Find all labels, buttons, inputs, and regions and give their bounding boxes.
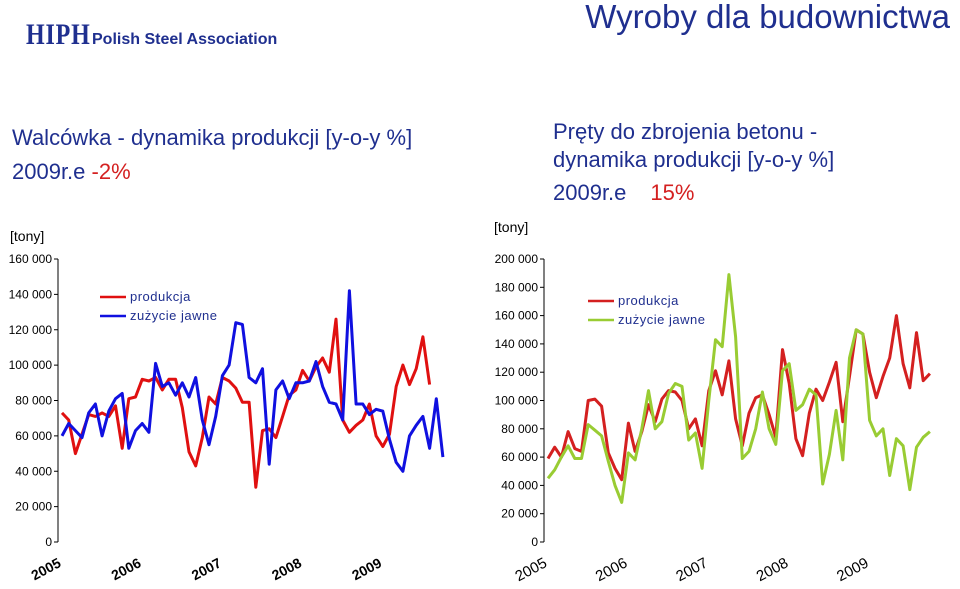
right-unit-label: [tony] xyxy=(494,219,529,235)
right-y-tick-label: 20 000 xyxy=(501,507,538,521)
logo: HIPH Polish Steel Association xyxy=(26,18,277,52)
right-legend-label: produkcja xyxy=(618,293,679,308)
left-title-a: Walcówka xyxy=(12,125,112,150)
left-y-tick-label: 20 000 xyxy=(15,500,52,514)
right-series-line-zuzycie xyxy=(546,273,931,504)
left-y-tick-label: 100 000 xyxy=(9,358,53,372)
left-y-tick-label: 40 000 xyxy=(15,464,52,478)
left-y-tick-label: 80 000 xyxy=(15,394,52,408)
right-y-tick-label: 140 000 xyxy=(495,337,539,351)
page-title: Wyroby dla budownictwa xyxy=(585,0,950,35)
right-estimate-prefix: 2009r.e xyxy=(553,180,627,205)
left-chart-title: Walcówka - dynamika produkcji [y-o-y %] … xyxy=(12,124,412,185)
left-y-tick-label: 140 000 xyxy=(9,287,53,301)
left-series-line-produkcja xyxy=(60,317,432,489)
right-y-tick-label: 160 000 xyxy=(495,309,539,323)
right-y-tick-label: 60 000 xyxy=(501,450,538,464)
right-y-tick-label: 100 000 xyxy=(495,394,539,408)
left-y-tick-label: 120 000 xyxy=(9,323,53,337)
left-legend-label: zużycie jawne xyxy=(130,308,217,323)
right-y-tick-label: 80 000 xyxy=(501,422,538,436)
right-x-tick-label: 2007 xyxy=(673,555,710,586)
left-y-tick-label: 160 000 xyxy=(9,252,53,266)
right-x-tick-label: 2009 xyxy=(834,555,871,586)
right-y-tick-label: 180 000 xyxy=(495,280,539,294)
right-title-line1: Pręty do zbrojenia betonu - xyxy=(553,119,818,144)
right-y-tick-label: 200 000 xyxy=(495,252,539,266)
right-x-tick-label: 2008 xyxy=(754,555,791,586)
right-y-tick-label: 0 xyxy=(531,535,538,549)
right-title-line2: dynamika produkcji [y-o-y %] xyxy=(553,146,835,172)
left-estimate-prefix: 2009r.e xyxy=(12,158,86,184)
left-y-tick-label: 0 xyxy=(45,535,52,549)
left-title-b: - dynamika produkcji [y-o-y %] xyxy=(111,125,413,150)
right-x-tick-label: 2005 xyxy=(512,555,549,586)
right-estimate-value: 15% xyxy=(650,180,695,205)
left-legend-label: produkcja xyxy=(130,289,191,304)
logo-text: Polish Steel Association xyxy=(92,31,278,48)
right-legend-label: zużycie jawne xyxy=(618,312,705,327)
left-y-tick-label: 60 000 xyxy=(15,429,52,443)
right-chart-title: Pręty do zbrojenia betonu - dynamika pro… xyxy=(553,118,834,207)
right-y-tick-label: 120 000 xyxy=(495,365,539,379)
right-x-tick-label: 2006 xyxy=(593,555,630,586)
right-series-line-produkcja xyxy=(546,314,931,482)
left-estimate-value: -2% xyxy=(85,158,131,184)
left-unit-label: [tony] xyxy=(10,228,45,244)
left-series-line-zuzycie xyxy=(60,289,445,473)
right-y-tick-label: 40 000 xyxy=(501,478,538,492)
